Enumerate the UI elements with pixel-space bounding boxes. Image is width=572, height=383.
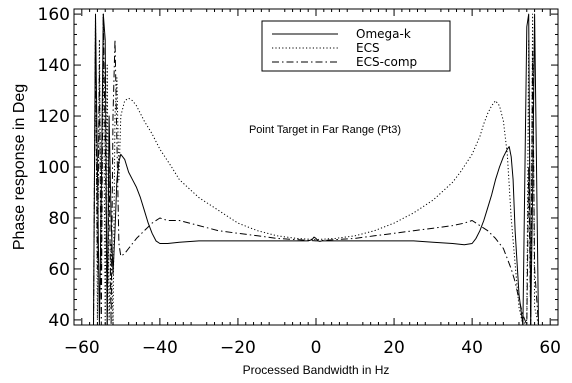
y-tick-label: 100 xyxy=(38,158,70,178)
x-tick-label: 40 xyxy=(461,338,483,358)
x-tick-label: −60 xyxy=(64,338,100,358)
legend-label-1: Omega-k xyxy=(356,27,411,41)
legend-box xyxy=(261,20,451,72)
x-tick-label: 20 xyxy=(383,338,405,358)
y-tick-label: 160 xyxy=(38,5,70,25)
y-tick-label: 120 xyxy=(38,107,70,127)
series-line-2 xyxy=(93,13,539,325)
x-tick-label: −20 xyxy=(220,338,256,358)
legend-label-2: ECS xyxy=(356,41,380,55)
x-axis-label: Processed Bandwidth in Hz xyxy=(243,363,390,377)
tick-layer: −60 −40 −20 0 20 40 60 40 60 80 100 120 140 160 xyxy=(38,5,561,358)
x-tick-label: 0 xyxy=(311,338,322,358)
legend-label-3: ECS-comp xyxy=(356,55,417,69)
series-layer xyxy=(93,13,539,325)
x-tick-label: −40 xyxy=(142,338,178,358)
series-line-3 xyxy=(93,13,539,325)
series-line-1 xyxy=(93,13,539,325)
y-axis-label: Phase response in Deg xyxy=(11,84,28,250)
y-tick-label: 80 xyxy=(48,209,70,229)
x-tick-label: 60 xyxy=(539,338,561,358)
y-tick-label: 60 xyxy=(48,260,70,280)
chart-annotation: Point Target in Far Range (Pt3) xyxy=(249,124,401,136)
y-tick-label: 140 xyxy=(38,56,70,76)
y-tick-label: 40 xyxy=(48,311,70,331)
